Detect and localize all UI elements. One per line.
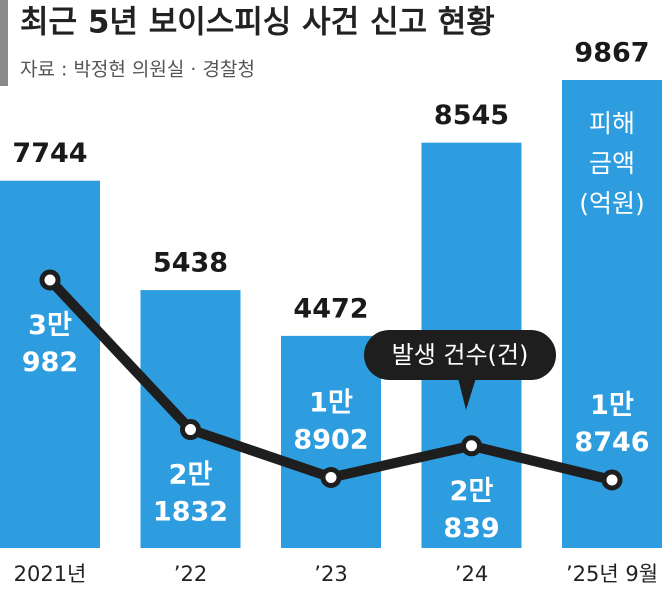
line-value-label: 1만 8746 [574, 390, 649, 458]
bar [140, 290, 241, 548]
x-tick-label: 2021년 [14, 562, 87, 586]
legend-line: (억원) [579, 189, 645, 218]
label-line: 3만 [28, 310, 72, 341]
chart-subtitle: 자료 : 박정현 의원실 · 경찰청 [20, 59, 255, 81]
bar-value-label: 5438 [153, 248, 228, 279]
legend-line: 금액 [589, 149, 635, 178]
label-line: 2만 [169, 459, 213, 490]
bar [0, 180, 100, 548]
chart-title: 최근 5년 보이스피싱 사건 신고 현황 [20, 5, 495, 41]
bar-value-label: 9867 [574, 38, 649, 69]
label-line: 839 [443, 512, 499, 543]
legend-callout [364, 330, 556, 380]
bar-value-label: 8545 [434, 100, 509, 131]
bar-value-label: 7744 [12, 138, 87, 169]
title-accent [0, 0, 8, 86]
x-tick-label: ’25년 9월 [566, 562, 658, 586]
line-value-label: 2만 839 [443, 475, 499, 543]
bar-value-label: 4472 [293, 293, 368, 324]
line-value-label: 2만 1832 [153, 459, 228, 527]
label-line: 982 [22, 347, 78, 378]
label-line: 8902 [293, 424, 368, 455]
label-line: 1832 [153, 496, 228, 527]
label-line: 8746 [574, 427, 649, 458]
callout-pointer [458, 378, 476, 410]
line-point [601, 469, 623, 491]
label-line: 1만 [309, 387, 353, 418]
label-line: 2만 [450, 475, 494, 506]
x-tick-label: ’23 [314, 562, 347, 586]
line-point [320, 466, 342, 488]
label-line: 1만 [590, 390, 634, 421]
line-value-label: 3만 982 [22, 310, 78, 378]
legend-line: 피해 [589, 109, 635, 138]
line-point [39, 269, 61, 291]
x-tick-label: ’22 [174, 562, 207, 586]
line-point [180, 419, 201, 441]
x-tick-label: ’24 [455, 562, 488, 586]
line-value-label: 1만 8902 [293, 387, 368, 455]
bar [281, 335, 381, 548]
line-point [461, 435, 482, 457]
legend-line-label: 발생 건수(건) [392, 341, 529, 369]
